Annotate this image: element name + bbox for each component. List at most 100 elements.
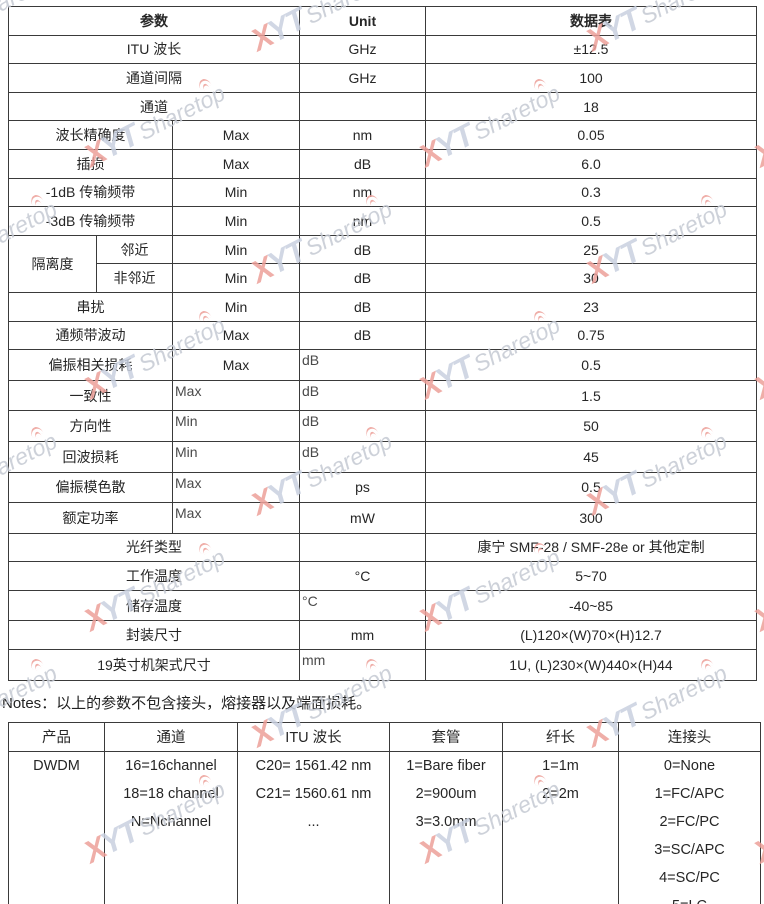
spec-row: 隔离度 邻近 Min dB 25 [8,234,757,293]
spec-param-cell: 通道间隔 [8,63,300,93]
spec-limit-cell: Min [172,263,300,293]
spec-value-cell: (L)120×(W)70×(H)12.7 [425,620,757,651]
spec-limit-cell: Max [172,349,300,381]
spec-unit-cell [299,91,426,122]
spec-row: 光纤类型 康宁 SMF-28 / SMF-28e or 其他定制 [8,532,757,563]
spec-limit-cell: Min [172,440,300,473]
spec-value-cell: 23 [425,291,757,322]
spec-row: 回波损耗 Min dB 45 [8,440,757,473]
spec-row: 储存温度 °C -40~85 [8,589,757,622]
spec-limit-cell: Max [172,320,300,351]
spec-row: 通频带波动 Max dB 0.75 [8,320,757,351]
spec-unit-cell: GHz [299,34,426,65]
order-option-line: 2=2m [542,785,579,802]
spec-unit-cell: mm [299,649,426,681]
order-option-line: 3=SC/APC [654,841,725,858]
spec-header-row: 参数 Unit 数据表 [8,6,757,36]
spec-value-cell: 50 [425,410,757,442]
spec-row: -1dB 传输频带 Min nm 0.3 [8,177,757,208]
spec-param-cell: 插损 [8,148,173,179]
order-header-row: 产品 通道 ITU 波长 套管 纤长 连接头 [8,721,761,752]
spec-limit-cell: Min [172,234,300,265]
spec-unit-cell: °C [299,561,426,591]
spec-unit-cell: dB [299,320,426,351]
order-option-line: 2=900um [415,785,477,802]
spec-row: 插损 Max dB 6.0 [8,148,757,179]
spec-param-cell: 通频带波动 [8,320,173,351]
order-body-row: DWDM 16=16channel 18=18 channel N=Nchannel C… [8,750,761,904]
spec-value-cell: 45 [425,440,757,473]
spec-value-cell: 康宁 SMF-28 / SMF-28e or 其他定制 [425,532,757,563]
spec-row: 19英寸机架式尺寸 mm 1U, (L)230×(W)440×(H)44 [8,649,757,681]
spec-unit-cell: nm [299,120,426,150]
spec-value-cell: 5~70 [425,561,757,591]
spec-limit-cell: Min [172,206,300,236]
spec-limit-cell: Max [172,471,300,504]
spec-row: 额定功率 Max mW 300 [8,502,757,534]
spec-unit-cell: dB [299,291,426,322]
spec-param-cell: 偏振模色散 [8,471,173,504]
spec-unit-cell: GHz [299,63,426,93]
spec-table: 参数 Unit 数据表 ITU 波长 GHz ±12.5 通道间隔 GHz 100 通道 18… [8,6,757,681]
spec-unit-cell: mm [299,620,426,651]
spec-value-cell: 0.75 [425,320,757,351]
order-table: 产品 通道 ITU 波长 套管 纤长 连接头 DWDM 16=16channel 18=18 … [8,721,761,904]
spec-subparam-cell: 邻近 [96,234,173,265]
spec-row: 偏振模色散 Max ps 0.5 [8,471,757,504]
order-option-line: 1=FC/APC [654,785,725,802]
order-header-cell: 纤长 [502,721,619,752]
spec-param-cell: 回波损耗 [8,440,173,473]
order-option-line: ... [307,813,320,830]
spec-unit-cell: dB [299,263,426,293]
spec-table-body: ITU 波长 GHz ±12.5 通道间隔 GHz 100 通道 18 波长精确度 Max nm 0.… [8,34,757,681]
spec-limit-cell: Max [172,502,300,534]
spec-param-cell: 封装尺寸 [8,620,300,651]
spec-value-cell: 1U, (L)230×(W)440×(H)44 [425,649,757,681]
spec-param-cell: 一致性 [8,379,173,412]
spec-unit-cell [299,532,426,563]
spec-row: 通道 18 [8,91,757,122]
spec-param-cell: 偏振相关损耗 [8,349,173,381]
spec-row: -3dB 传输频带 Min nm 0.5 [8,206,757,236]
order-option-line: 5=LC [619,892,760,904]
spec-row: 非邻近 Min dB 30 [9,263,757,293]
order-option-line: 3=3.0mm [415,813,477,830]
spec-param-cell: 通道 [8,91,300,122]
spec-param-cell: 19英寸机架式尺寸 [8,649,300,681]
order-option-cell: DWDM [8,750,105,904]
order-header-cell: ITU 波长 [237,721,390,752]
spec-limit-cell: Max [172,148,300,179]
spec-param-cell: 光纤类型 [8,532,300,563]
spec-param-cell: -3dB 传输频带 [8,206,173,236]
spec-limit-cell: Min [172,291,300,322]
spec-row: 工作温度 °C 5~70 [8,561,757,591]
spec-row: 通道间隔 GHz 100 [8,63,757,93]
spec-unit-cell: °C [299,589,426,622]
spec-limit-cell: Min [172,410,300,442]
spec-value-cell: 0.5 [425,471,757,504]
order-option-cell: 1=Bare fiber 2=900um 3=3.0mm [389,750,503,904]
spec-limit-cell: Max [172,379,300,412]
spec-param-cell: -1dB 传输频带 [8,177,173,208]
notes-line: Notes：以上的参数不包含接头，熔接器以及端面损耗。 [2,694,372,712]
order-option-line: 1=Bare fiber [406,757,486,774]
spec-unit-cell: ps [299,471,426,504]
spec-param-cell: 方向性 [8,410,173,442]
spec-unit-cell: mW [299,502,426,534]
spec-unit-cell: dB [299,440,426,473]
spec-value-cell: -40~85 [425,589,757,622]
spec-row: 波长精确度 Max nm 0.05 [8,120,757,150]
order-option-cell: C20= 1561.42 nm C21= 1560.61 nm... [237,750,390,904]
spec-param-cell: ITU 波长 [8,34,300,65]
order-option-cell: 16=16channel 18=18 channel N=Nchannel [104,750,238,904]
spec-param-cell: 储存温度 [8,589,300,622]
spec-limit-cell: Min [172,177,300,208]
spec-value-cell: 300 [425,502,757,534]
spec-param-cell: 额定功率 [8,502,173,534]
spec-unit-cell: nm [299,206,426,236]
order-option-cell: 0=None 1=FC/APC 2=FC/PC 3=SC/APC 4=SC/PC 5=LC [618,750,761,904]
spec-row: 串扰 Min dB 23 [8,291,757,322]
order-option-line: 4=SC/PC [659,869,720,886]
spec-value-cell: 0.05 [425,120,757,150]
